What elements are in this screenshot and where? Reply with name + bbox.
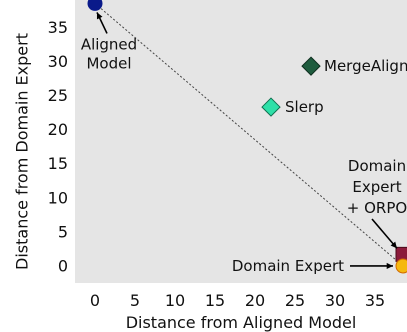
x-tick-label: 35 [365,291,385,310]
annotations: Aligned Model MergeAlign Slerp Domain Expert +… [81,12,407,275]
x-tick-label: 25 [285,291,305,310]
y-tick-label: 0 [58,256,68,275]
x-tick-label: 15 [205,291,225,310]
x-tick-label: 10 [165,291,185,310]
y-axis-label: Distance from Domain Expert [13,33,32,270]
aligned-point [87,0,103,11]
slerp-label: Slerp [285,98,324,116]
y-tick-label: 15 [48,154,68,173]
slerp-point [261,97,281,117]
mergealign-point [301,56,321,76]
aligned-label: Aligned Model [81,35,137,72]
x-axis-ticks: 0 5 10 15 20 25 30 35 [90,291,385,310]
y-tick-label: 25 [48,86,68,105]
y-tick-label: 10 [48,188,68,207]
x-tick-label: 5 [130,291,140,310]
x-tick-label: 0 [90,291,100,310]
plot-area [75,0,407,283]
x-axis-label: Distance from Aligned Model [126,313,357,332]
orpo-label: Domain Expert + ORPO [347,157,407,217]
data-points [87,0,407,274]
expert-label: Domain Expert [232,257,344,275]
x-tick-label: 30 [325,291,345,310]
y-axis-ticks: 0 5 10 15 20 25 30 35 [48,18,68,276]
orpo-arrow-head [390,241,397,249]
x-tick-label: 20 [245,291,265,310]
y-tick-label: 30 [48,52,68,71]
mergealign-label: MergeAlign [324,57,407,75]
y-tick-label: 20 [48,120,68,139]
y-tick-label: 35 [48,18,68,37]
y-tick-label: 5 [58,222,68,241]
orpo-arrow [371,218,398,249]
expert-point [395,258,407,274]
aligned-arrow-head [96,12,103,20]
expert-arrow-head [386,262,393,269]
reference-line [94,3,404,267]
